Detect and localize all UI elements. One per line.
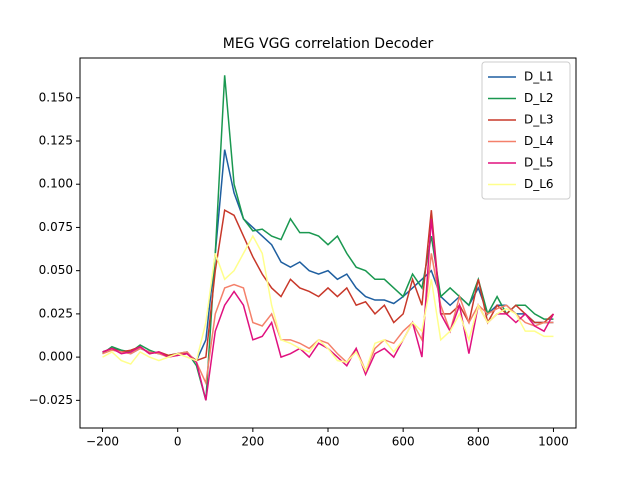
legend-box [481, 61, 571, 200]
x-tick-label: 400 [317, 435, 340, 449]
y-tick-label: 0.000 [39, 350, 73, 364]
legend-label: D_L5 [524, 156, 554, 170]
y-tick-label: 0.150 [39, 90, 73, 104]
data-line [102, 234, 554, 373]
x-tick-label: 600 [392, 435, 415, 449]
x-tick-label: 1000 [538, 435, 569, 449]
x-tick-label: 0 [174, 435, 182, 449]
x-tick-label: 200 [241, 435, 264, 449]
x-tick-label: 800 [467, 435, 490, 449]
legend-label: D_L3 [524, 113, 554, 127]
y-tick-label: 0.025 [39, 306, 73, 320]
legend-label: D_L2 [524, 91, 554, 105]
legend-label: D_L4 [524, 134, 554, 148]
y-tick-label: 0.050 [39, 263, 73, 277]
legend-label: D_L6 [524, 177, 554, 191]
x-tick-label: −200 [86, 435, 119, 449]
y-tick-label: 0.100 [39, 177, 73, 191]
y-tick-label: 0.075 [39, 220, 73, 234]
y-tick-label: 0.125 [39, 133, 73, 147]
legend-label: D_L1 [524, 70, 554, 84]
y-tick-label: −0.025 [29, 393, 73, 407]
chart-title: MEG VGG correlation Decoder [223, 36, 434, 52]
